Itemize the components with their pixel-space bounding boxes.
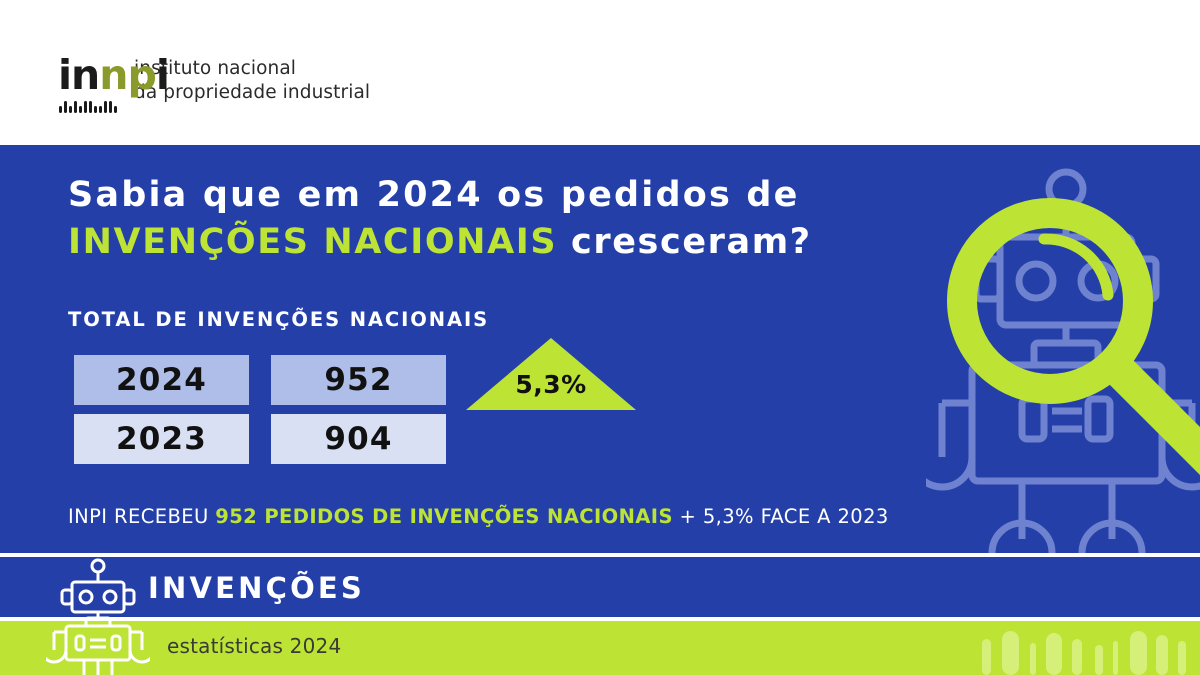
header-bar: innpi instituto nacional da propriedade … [0, 0, 1200, 145]
footnote-line: INPI RECEBEU 952 PEDIDOS DE INVENÇÕES NA… [68, 505, 889, 528]
robot-magnifier-illustration [926, 168, 1200, 553]
table-cell-value: 904 [271, 414, 446, 464]
logo-word-i: i [155, 51, 170, 99]
logo-word-n-green: n [99, 51, 128, 99]
table-row: 2023 904 [74, 414, 446, 464]
table-cell-year: 2023 [74, 414, 249, 464]
stats-section-title: TOTAL DE INVENÇÕES NACIONAIS [68, 308, 490, 331]
inpi-logo-text: instituto nacional da propriedade indust… [134, 57, 370, 105]
magnifying-glass-icon [947, 198, 1200, 476]
brand-bar: INVENÇÕES [0, 557, 1200, 617]
table-cell-year: 2024 [74, 355, 249, 405]
headline-line-2: INVENÇÕES NACIONAIS cresceram? [68, 219, 888, 265]
inpi-logo-line-1: instituto nacional [134, 58, 297, 79]
inpi-logo-line-2: da propriedade industrial [134, 82, 371, 103]
divider-above-greenbar [0, 617, 1200, 621]
footnote-prefix: INPI RECEBEU [68, 505, 209, 528]
barcode-bars-icon [982, 631, 1186, 675]
stats-table: 2024 952 2023 904 [74, 355, 446, 473]
growth-badge-label: 5,3% [515, 370, 587, 399]
logo-word-in: in [58, 51, 100, 99]
growth-badge: 5,3% [466, 338, 636, 410]
inpi-barcode-icon [59, 99, 117, 113]
brand-bar-title: INVENÇÕES [148, 571, 366, 605]
table-cell-value: 952 [271, 355, 446, 405]
footnote-emphasis: 952 PEDIDOS DE INVENÇÕES NACIONAIS [215, 505, 673, 528]
headline-emphasis: INVENÇÕES NACIONAIS [68, 222, 558, 262]
headline-tail: cresceram? [571, 222, 812, 262]
green-footer-bar: estatísticas 2024 [0, 621, 1200, 675]
headline: Sabia que em 2024 os pedidos de INVENÇÕE… [68, 173, 888, 265]
footnote-suffix: + 5,3% FACE A 2023 [679, 505, 889, 528]
robot-icon [46, 558, 150, 675]
robot-outline-icon [926, 168, 1200, 553]
table-row: 2024 952 [74, 355, 446, 405]
headline-line-1: Sabia que em 2024 os pedidos de [68, 175, 800, 215]
inpi-logo: innpi instituto nacional da propriedade … [58, 55, 370, 117]
inpi-logo-wordmark: innpi [58, 55, 170, 96]
footer-caption: estatísticas 2024 [167, 634, 342, 658]
logo-word-p: p [127, 51, 156, 99]
triangle-up-icon [466, 338, 636, 410]
inpi-logo-mark: innpi [58, 55, 170, 117]
divider-above-brandbar [0, 553, 1200, 557]
